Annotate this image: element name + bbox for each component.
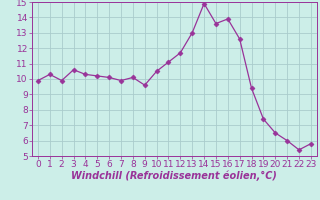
X-axis label: Windchill (Refroidissement éolien,°C): Windchill (Refroidissement éolien,°C) <box>71 171 277 181</box>
